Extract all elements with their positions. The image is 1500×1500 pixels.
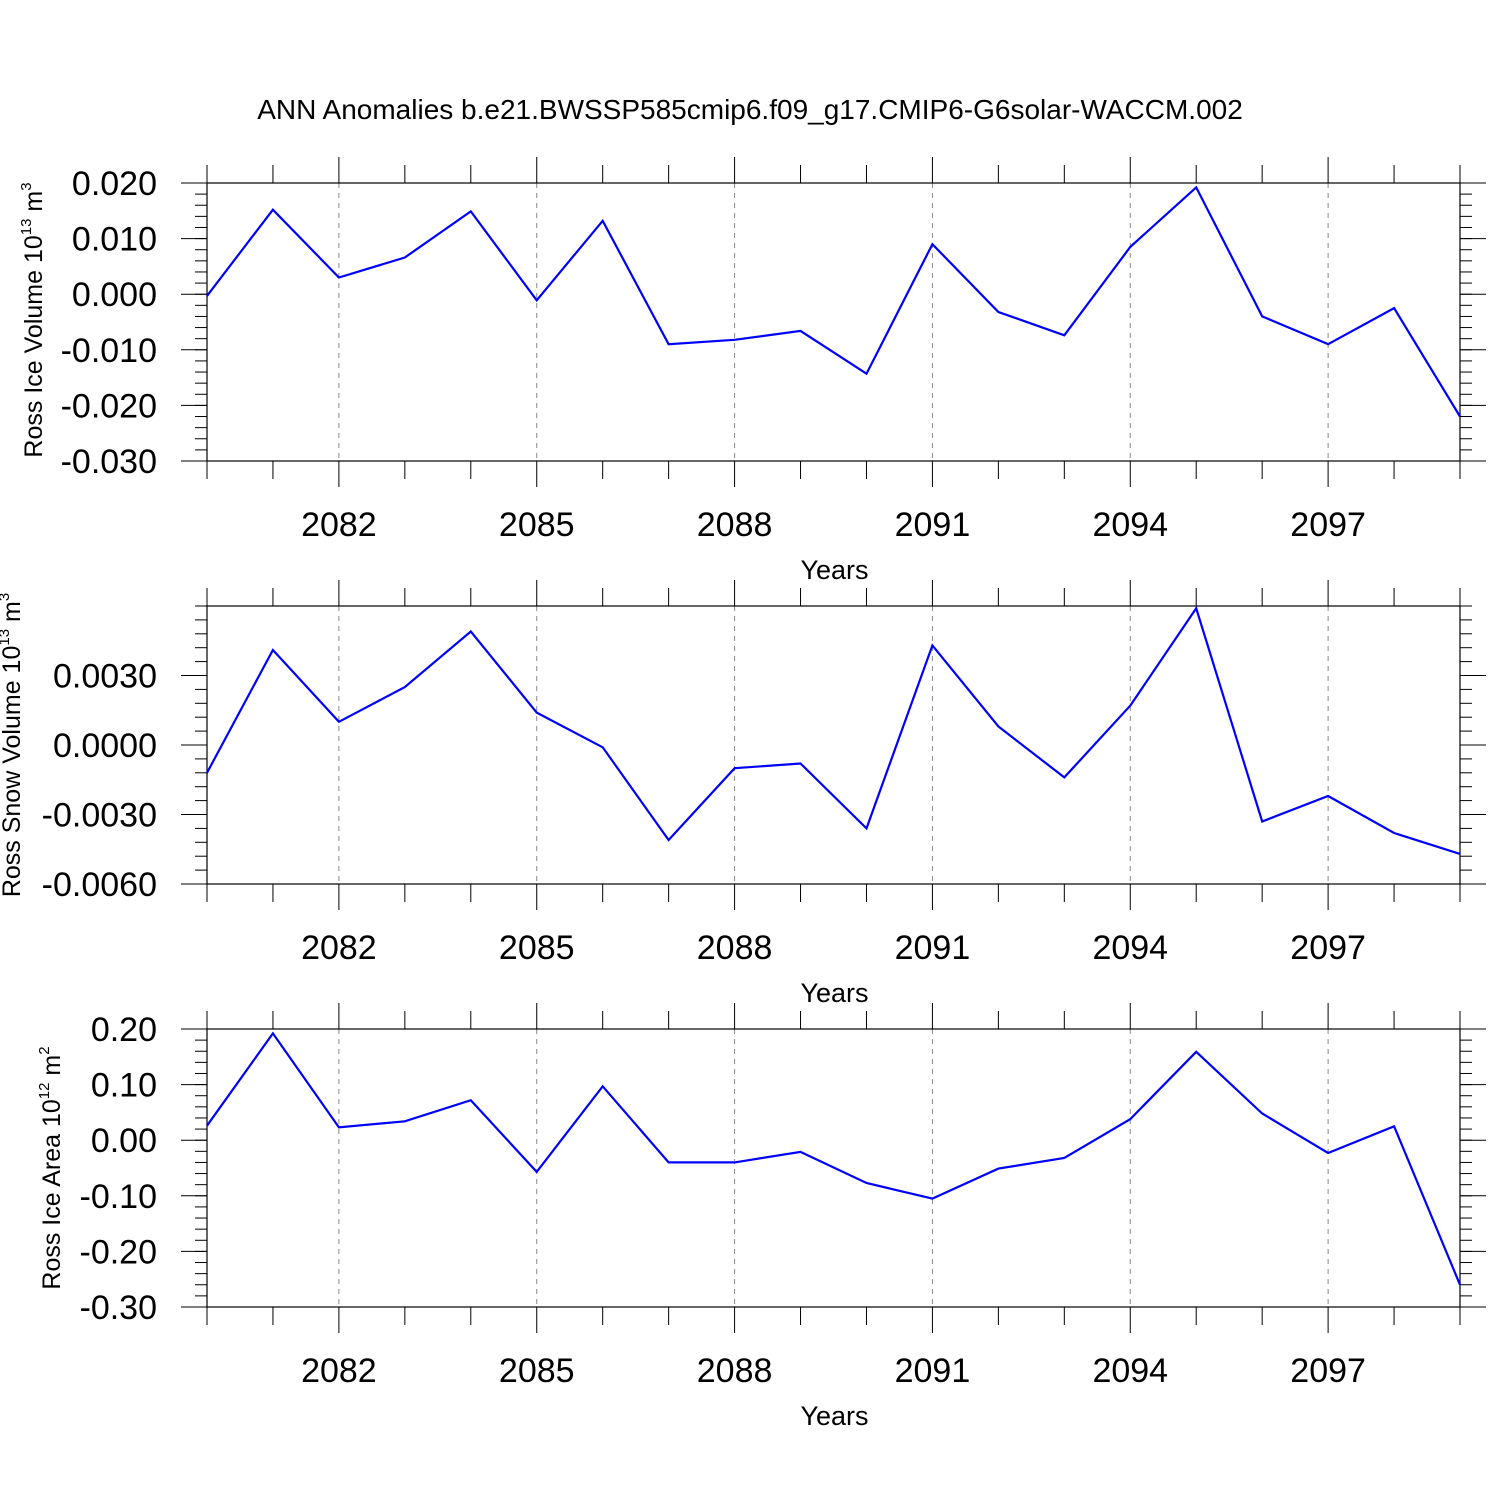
y-axis-unit-exp: 13 (0, 629, 13, 646)
y-tick-label: -0.010 (61, 332, 157, 370)
plot-frame (206, 605, 1461, 885)
y-tick-label: -0.20 (80, 1233, 158, 1271)
y-axis-title: Ross Ice Volume 1013 m3 (18, 182, 48, 457)
y-tick-label: 0.0000 (53, 727, 157, 765)
plot-frame (206, 182, 1461, 462)
y-axis-title-label: Ross Snow Volume (0, 680, 26, 897)
y-axis-unit-base: 10 (38, 1099, 66, 1127)
x-tick-label: 2088 (697, 1352, 773, 1390)
x-tick-label: 2094 (1092, 506, 1168, 544)
y-tick-label: 0.00 (91, 1122, 157, 1160)
chart-title: ANN Anomalies b.e21.BWSSP585cmip6.f09_g1… (257, 94, 1243, 125)
x-tick-label: 2082 (301, 506, 377, 544)
x-tick-label: 2085 (499, 1352, 575, 1390)
y-axis-unit-space (38, 1076, 66, 1083)
x-axis-title: Years (800, 978, 868, 1008)
y-tick-label: -0.10 (80, 1178, 158, 1216)
x-tick-label: 2091 (895, 929, 971, 967)
y-tick-label: -0.30 (80, 1289, 158, 1327)
x-tick-label: 2091 (895, 1352, 971, 1390)
x-tick-label: 2094 (1092, 1352, 1168, 1390)
x-tick-label: 2088 (697, 506, 773, 544)
y-axis-title-text: Ross Snow Volume 1013 m3 (0, 593, 26, 897)
x-tick-label: 2091 (895, 506, 971, 544)
x-tick-label: 2097 (1290, 506, 1366, 544)
y-axis-title-text: Ross Ice Volume 1013 m3 (18, 182, 48, 457)
y-axis-title: Ross Snow Volume 1013 m3 (0, 593, 26, 897)
y-axis-unit-power: 3 (0, 593, 13, 601)
y-axis-title-space (20, 263, 48, 270)
y-axis-unit-exp: 13 (18, 219, 35, 236)
x-axis-title: Years (800, 1401, 868, 1431)
y-axis-title-label: Ross Ice Area (38, 1134, 66, 1290)
y-axis-unit: m (20, 191, 48, 212)
y-axis-unit: m (0, 601, 26, 622)
y-tick-label: -0.0030 (42, 797, 157, 835)
y-axis-title: Ross Ice Area 1012 m2 (36, 1046, 66, 1289)
y-axis-title-space (0, 673, 26, 680)
x-tick-label: 2082 (301, 1352, 377, 1390)
y-tick-label: 0.0030 (53, 658, 157, 696)
y-axis-unit-space (0, 622, 26, 629)
x-tick-label: 2097 (1290, 1352, 1366, 1390)
y-axis-unit-base: 10 (20, 235, 48, 263)
y-tick-label: -0.020 (61, 387, 157, 425)
y-axis-title-text: Ross Ice Area 1012 m2 (36, 1046, 66, 1289)
x-axis-title: Years (800, 555, 868, 585)
series-line (206, 185, 1461, 418)
y-axis-unit-base: 10 (0, 646, 26, 674)
x-tick-label: 2094 (1092, 929, 1168, 967)
y-tick-label: -0.030 (61, 443, 157, 481)
x-tick-label: 2082 (301, 929, 377, 967)
y-axis-unit-space (20, 212, 48, 219)
panel-3: 0.20 0.10 0.00 -0.10 -0.20 -0.30 2082 2085 2088 2… (36, 1003, 1486, 1431)
y-tick-label: 0.20 (91, 1011, 157, 1049)
x-tick-label: 2085 (499, 929, 575, 967)
y-tick-label: 0.020 (72, 165, 157, 203)
y-axis-unit-power: 2 (36, 1046, 53, 1054)
panel-2: 0.0030 0.0000 -0.0030 -0.0060 2082 2085 2088 20… (0, 580, 1486, 1008)
y-tick-label: -0.0060 (42, 866, 157, 904)
plot-frame (206, 1028, 1461, 1308)
series-line (206, 605, 1461, 855)
y-axis-title-label: Ross Ice Volume (20, 270, 48, 458)
y-axis-unit: m (38, 1055, 66, 1076)
series-line (206, 1031, 1462, 1286)
y-axis-unit-exp: 12 (36, 1083, 53, 1100)
x-tick-label: 2088 (697, 929, 773, 967)
panel-1: 0.020 0.010 0.000 -0.010 -0.020 -0.030 2082 208… (18, 157, 1486, 585)
y-axis-unit-power: 3 (18, 182, 35, 190)
x-tick-label: 2085 (499, 506, 575, 544)
x-tick-label: 2097 (1290, 929, 1366, 967)
y-tick-label: 0.10 (91, 1067, 157, 1105)
y-axis-title-space (38, 1127, 66, 1134)
y-tick-label: 0.000 (72, 276, 157, 314)
y-tick-label: 0.010 (72, 221, 157, 259)
